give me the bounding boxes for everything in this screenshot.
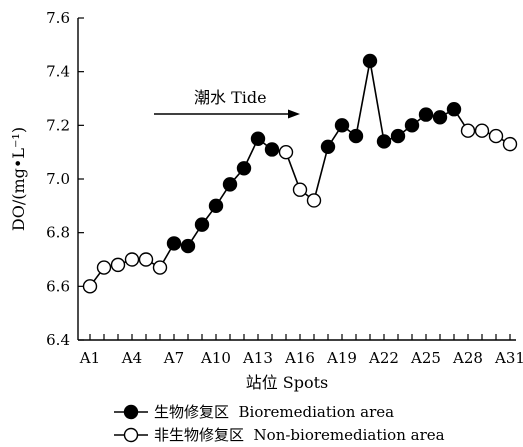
data-point-a15 bbox=[278, 144, 294, 160]
legend-marker-filled bbox=[123, 404, 139, 420]
x-tick-label: A25 bbox=[410, 349, 441, 367]
x-axis-title: 站位 Spots bbox=[246, 373, 329, 392]
legend: 生物修复区 Bioremediation area 非生物修复区 Non-bio… bbox=[114, 403, 445, 444]
data-point-a6 bbox=[152, 260, 168, 275]
y-tick-label: 7.6 bbox=[46, 9, 70, 27]
data-point-a28 bbox=[460, 123, 476, 138]
do-series-line bbox=[89, 60, 511, 287]
y-tick-label: 6.4 bbox=[46, 331, 70, 349]
tide-label: 潮水 Tide bbox=[194, 88, 267, 107]
legend-item-bioremediation: 生物修复区 Bioremediation area bbox=[114, 403, 394, 421]
data-point-a27 bbox=[446, 102, 462, 117]
data-point-a7 bbox=[166, 236, 182, 251]
data-point-a26 bbox=[432, 110, 448, 125]
data-point-a24 bbox=[404, 118, 420, 133]
data-point-a4 bbox=[124, 252, 140, 267]
data-point-a14 bbox=[264, 142, 280, 157]
data-point-a21 bbox=[362, 53, 378, 69]
data-point-a10 bbox=[208, 198, 224, 214]
data-point-a3 bbox=[110, 257, 126, 273]
data-point-a23 bbox=[390, 128, 406, 144]
data-point-a12 bbox=[236, 161, 252, 176]
data-point-a13 bbox=[250, 131, 266, 146]
x-tick-label: A16 bbox=[284, 349, 315, 367]
data-point-a5 bbox=[138, 252, 154, 267]
x-tick-label: A7 bbox=[163, 349, 184, 367]
data-point-a11 bbox=[222, 177, 238, 192]
legend-marker-open bbox=[123, 427, 139, 443]
y-tick-label: 7.4 bbox=[46, 63, 70, 81]
data-point-a2 bbox=[96, 260, 112, 275]
x-tick-label: A10 bbox=[200, 349, 231, 367]
legend-label-non-bioremediation: 非生物修复区 Non-bioremediation area bbox=[154, 426, 445, 444]
legend-label-bioremediation: 生物修复区 Bioremediation area bbox=[154, 403, 394, 421]
x-ticks: A1 A4 A7 A10 A13 A16 A19 A22 A25 A28 A31 bbox=[79, 334, 523, 367]
data-point-a30 bbox=[488, 128, 504, 144]
x-tick-label: A22 bbox=[368, 349, 399, 367]
x-tick-label: A19 bbox=[326, 349, 357, 367]
axes bbox=[77, 18, 516, 341]
data-point-a20 bbox=[348, 128, 364, 144]
data-point-a29 bbox=[474, 123, 490, 138]
x-tick-label: A1 bbox=[79, 349, 100, 367]
data-point-a9 bbox=[194, 217, 210, 232]
data-point-a31 bbox=[502, 136, 518, 152]
x-tick-label: A13 bbox=[242, 349, 273, 367]
data-point-a8 bbox=[180, 238, 196, 254]
x-tick-label: A31 bbox=[494, 349, 523, 367]
y-tick-label: 7.0 bbox=[46, 170, 70, 188]
data-point-a1 bbox=[82, 279, 98, 294]
do-markers bbox=[82, 53, 518, 294]
data-point-a25 bbox=[418, 107, 434, 122]
y-ticks: 6.4 6.6 6.8 7.0 7.2 7.4 7.6 bbox=[46, 9, 84, 349]
data-point-a17 bbox=[306, 193, 322, 208]
data-point-a19 bbox=[334, 118, 350, 133]
data-point-a16 bbox=[292, 182, 308, 197]
data-point-a22 bbox=[376, 134, 392, 149]
x-tick-label: A28 bbox=[452, 349, 483, 367]
y-tick-label: 6.6 bbox=[46, 277, 70, 295]
x-tick-label: A4 bbox=[121, 349, 142, 367]
legend-item-non-bioremediation: 非生物修复区 Non-bioremediation area bbox=[114, 426, 445, 444]
y-tick-label: 6.8 bbox=[46, 224, 70, 242]
tide-annotation: 潮水 Tide bbox=[154, 88, 300, 119]
y-tick-label: 7.2 bbox=[46, 116, 70, 134]
data-point-a18 bbox=[320, 139, 336, 155]
tide-arrow-head bbox=[288, 109, 300, 119]
y-axis-title: DO/(mg•L⁻¹) bbox=[9, 127, 28, 231]
